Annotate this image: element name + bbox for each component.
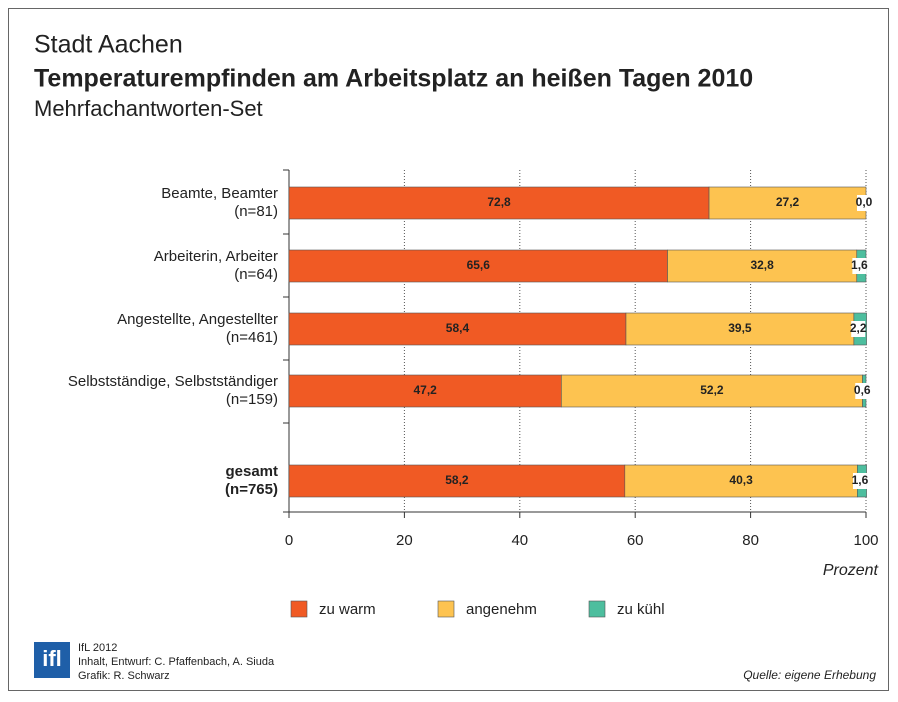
x-tick-label: 100 — [853, 532, 878, 549]
y-tick-label: Arbeiterin, Arbeiter — [154, 248, 278, 265]
bar-segment — [625, 312, 855, 346]
value-label: 0,6 — [854, 383, 871, 397]
label-bg — [852, 473, 867, 489]
footer-line: Grafik: R. Schwarz — [78, 670, 170, 682]
footer-line: Inhalt, Entwurf: C. Pfaffenbach, A. Siud… — [78, 656, 275, 668]
value-label: 72,8 — [487, 195, 511, 209]
value-label: 40,3 — [729, 473, 753, 487]
bar-segment — [288, 249, 668, 283]
footer-line: IfL 2012 — [78, 642, 117, 654]
logo — [34, 642, 70, 678]
legend-label: angenehm — [466, 601, 537, 618]
label-bg — [852, 258, 867, 274]
y-tick-label: (n=159) — [226, 391, 278, 408]
value-label: 58,2 — [445, 473, 469, 487]
value-label: 1,6 — [851, 258, 868, 272]
legend-label: zu warm — [319, 601, 376, 618]
y-tick-label: (n=461) — [226, 329, 278, 346]
legend-swatch — [290, 600, 308, 618]
frame — [8, 8, 889, 691]
legend-swatch — [437, 600, 455, 618]
y-tick-label: (n=765) — [225, 481, 278, 498]
bar-segment — [667, 249, 858, 283]
y-tick-label: gesamt — [225, 463, 278, 480]
x-tick-label: 40 — [511, 532, 528, 549]
label-bg — [851, 321, 866, 337]
y-tick-label: (n=81) — [234, 203, 278, 220]
x-axis-label: Prozent — [823, 562, 879, 579]
logo-text: ifl — [42, 646, 62, 671]
y-tick-label: (n=64) — [234, 266, 278, 283]
value-label: 58,4 — [446, 321, 470, 335]
value-label: 52,2 — [700, 383, 724, 397]
label-bg — [855, 383, 870, 399]
bar-segment — [288, 312, 627, 346]
x-tick-label: 80 — [742, 532, 759, 549]
bar-segment — [624, 464, 858, 498]
x-tick-label: 60 — [627, 532, 644, 549]
y-tick-label: Selbstständige, Selbstständiger — [68, 373, 278, 390]
y-tick-label: Beamte, Beamter — [161, 185, 278, 202]
bar-segment — [288, 186, 710, 220]
chart-subtitle2: Mehrfachantworten-Set — [34, 96, 263, 121]
x-tick-label: 20 — [396, 532, 413, 549]
bar-segment — [561, 374, 863, 408]
chart-title: Stadt Aachen — [34, 31, 183, 59]
value-label: 0,0 — [856, 195, 873, 209]
value-label: 65,6 — [467, 258, 491, 272]
value-label: 2,2 — [850, 321, 867, 335]
bar-segment — [288, 464, 626, 498]
legend-swatch — [588, 600, 606, 618]
value-label: 1,6 — [852, 473, 869, 487]
bar-segment — [288, 374, 562, 408]
label-bg — [857, 195, 871, 211]
value-label: 27,2 — [776, 195, 800, 209]
value-label: 39,5 — [728, 321, 752, 335]
y-tick-label: Angestellte, Angestellter — [117, 311, 278, 328]
bar-segment — [708, 186, 867, 220]
chart-subtitle: Temperaturempfinden am Arbeitsplatz an h… — [34, 65, 753, 93]
legend-label: zu kühl — [617, 601, 665, 618]
source: Quelle: eigene Erhebung — [743, 668, 876, 682]
value-label: 32,8 — [750, 258, 774, 272]
value-label: 47,2 — [413, 383, 437, 397]
x-tick-label: 0 — [285, 532, 293, 549]
